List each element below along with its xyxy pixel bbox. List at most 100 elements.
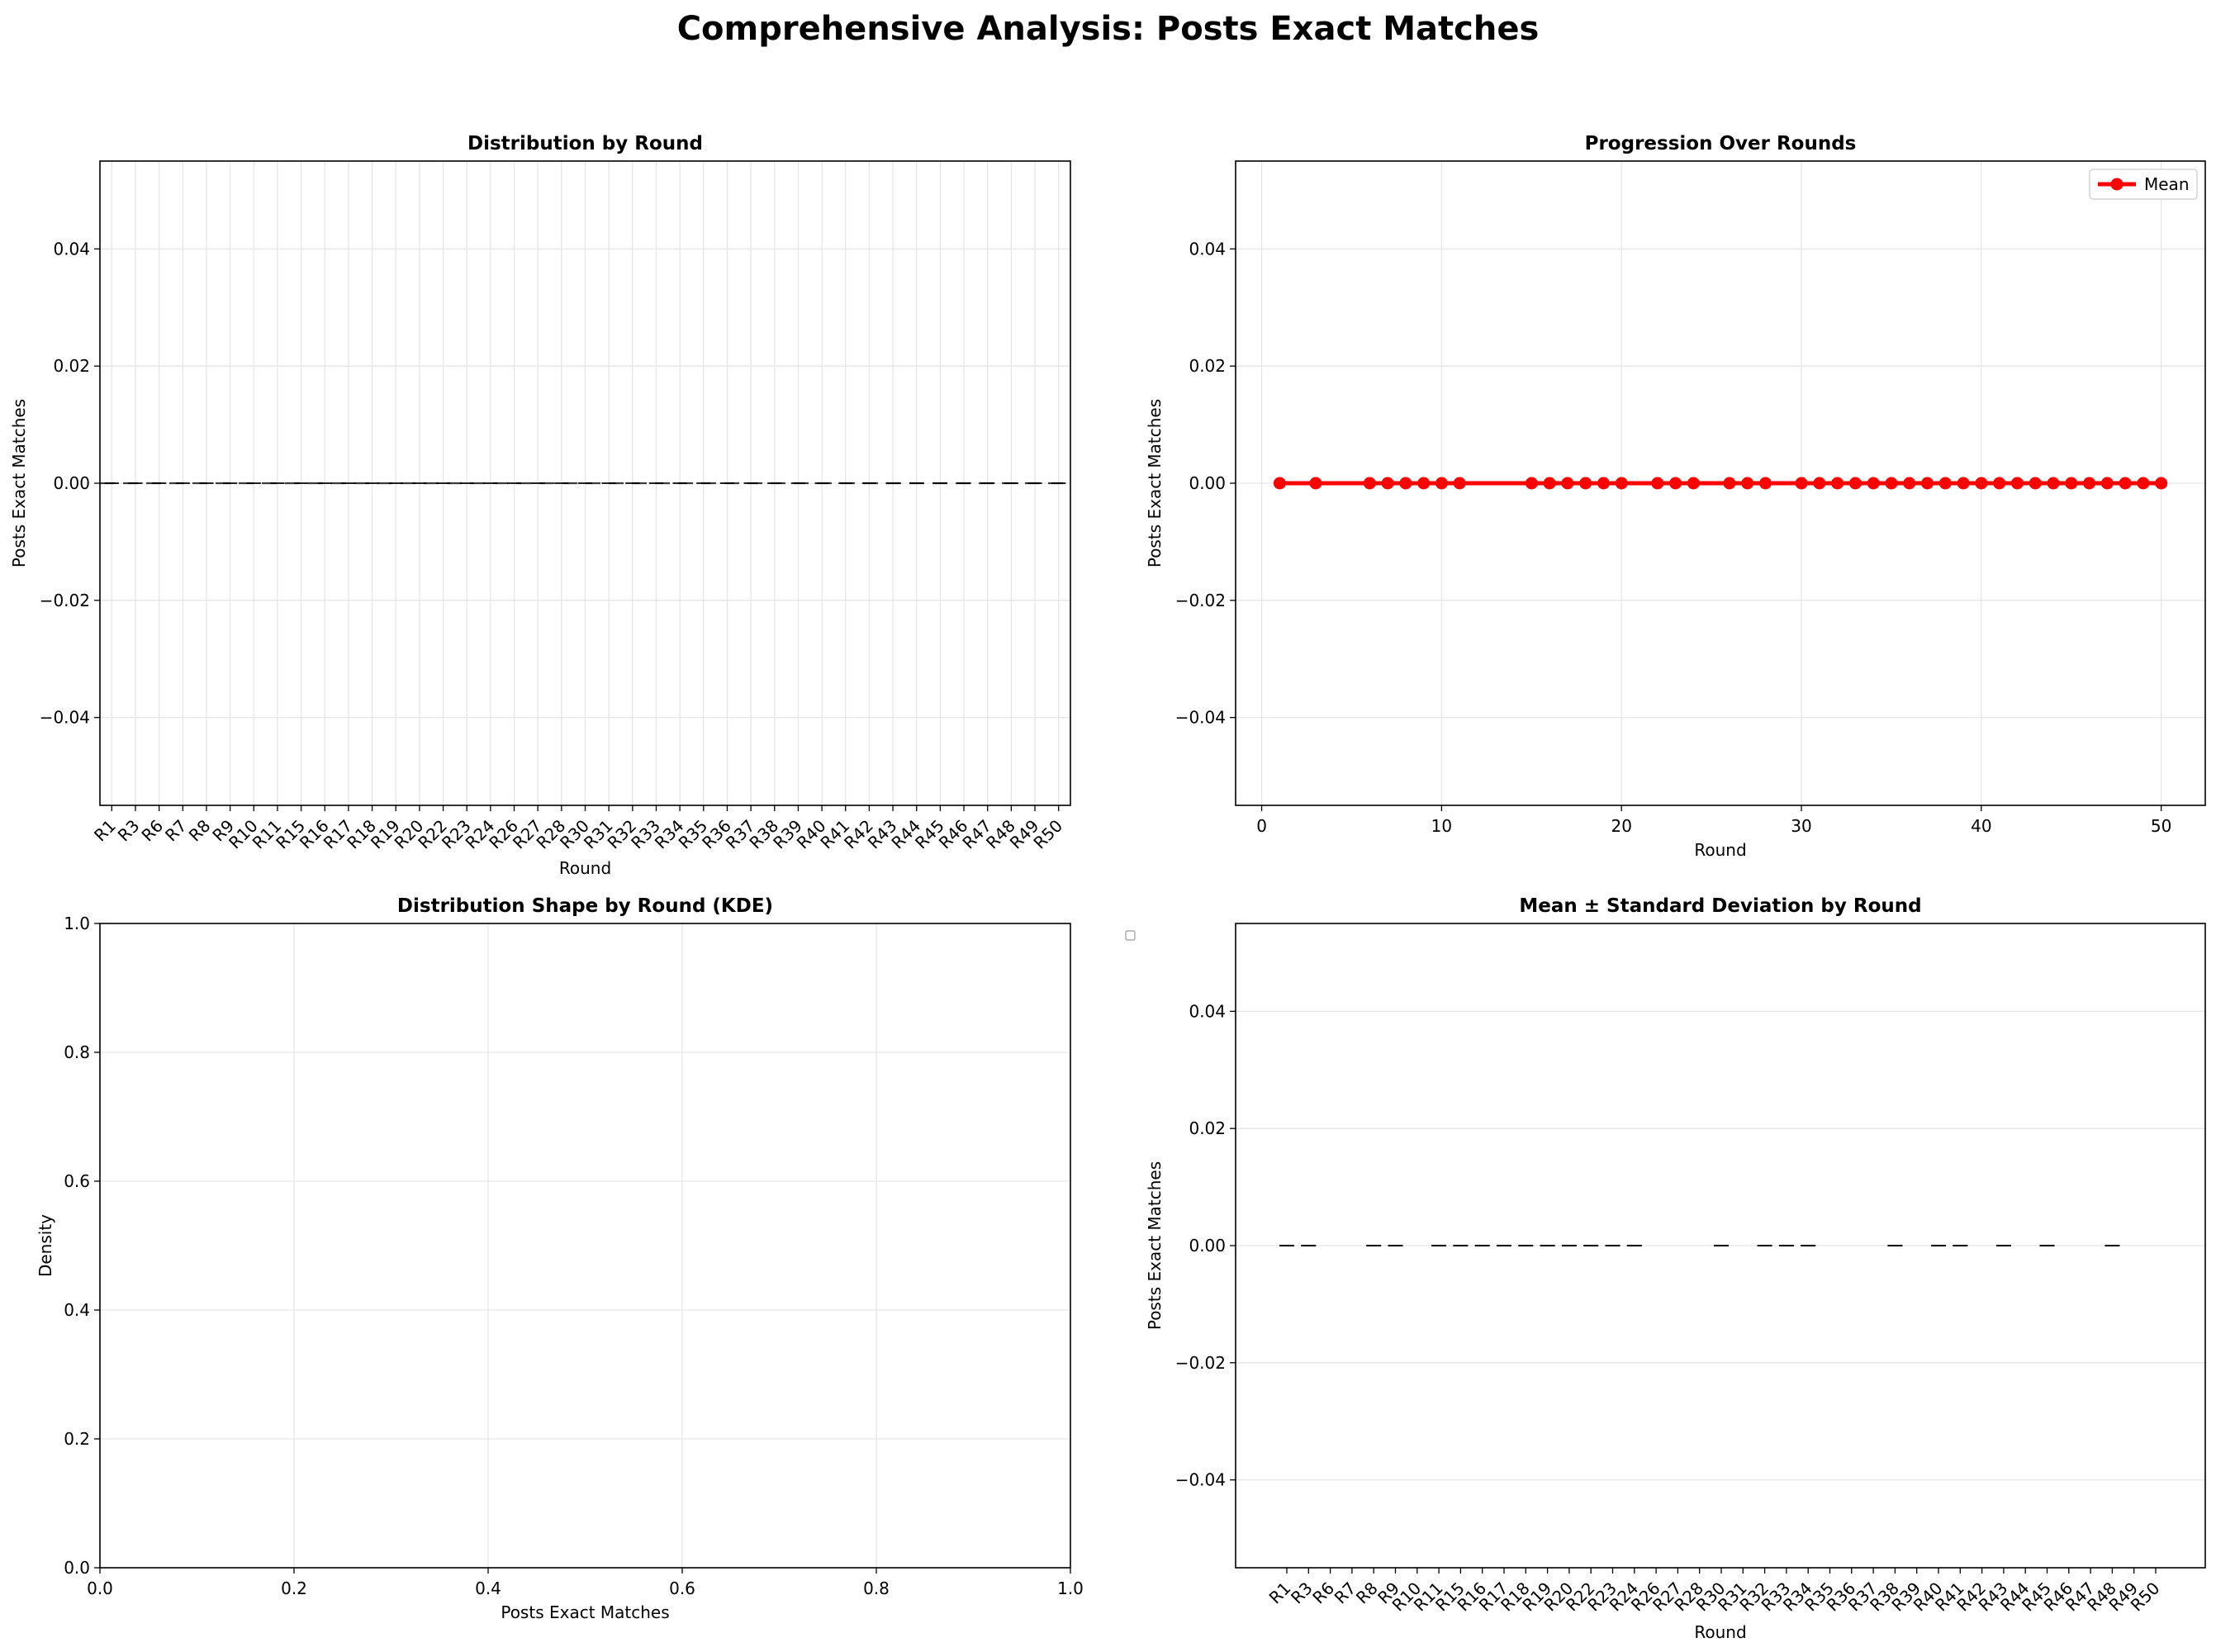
mean-point-round-46 xyxy=(2083,477,2096,490)
y-axis-label: Posts Exact Matches xyxy=(1145,399,1165,567)
x-tick-label: 30 xyxy=(1791,816,1811,836)
mean-point-round-15 xyxy=(1525,477,1538,490)
y-tick-label: −0.04 xyxy=(1175,708,1226,728)
mean-point-round-31 xyxy=(1813,477,1826,490)
mean-point-round-23 xyxy=(1669,477,1682,490)
panel-title: Distribution by Round xyxy=(467,133,703,154)
mean-point-round-3 xyxy=(1309,477,1322,490)
mean-point-round-35 xyxy=(1885,477,1898,490)
y-tick-label: −0.02 xyxy=(40,591,90,610)
mean-point-round-7 xyxy=(1381,477,1394,490)
mean-point-round-40 xyxy=(1975,477,1988,490)
mean-point-round-18 xyxy=(1579,477,1592,490)
distribution-shape-kde-panel: Distribution Shape by Round (KDE) Posts E… xyxy=(36,895,1136,1622)
mean-point-round-43 xyxy=(2029,477,2042,490)
x-axis-label: Round xyxy=(1694,840,1746,860)
y-tick-label: 0.0 xyxy=(64,1558,90,1578)
legend-label-mean: Mean xyxy=(2144,174,2190,194)
mean-point-round-19 xyxy=(1597,477,1610,490)
mean-point-round-6 xyxy=(1363,477,1376,490)
x-tick-label: 0 xyxy=(1256,816,1267,836)
mean-point-round-24 xyxy=(1687,477,1700,490)
x-tick-label: 50 xyxy=(2151,816,2171,836)
x-tick-label: 0.8 xyxy=(863,1578,890,1598)
y-tick-label: 0.04 xyxy=(53,239,90,259)
y-axis-label: Posts Exact Matches xyxy=(1145,1161,1165,1330)
mean-std-by-round-panel: Mean ± Standard Deviation by Round Round P… xyxy=(1145,895,2206,1642)
mean-point-round-42 xyxy=(2010,477,2024,490)
y-tick-label: 0.00 xyxy=(1189,1236,1226,1256)
panel-title: Progression Over Rounds xyxy=(1585,133,1857,154)
mean-point-round-39 xyxy=(1957,477,1970,490)
panel-title: Distribution Shape by Round (KDE) xyxy=(397,895,773,917)
mean-point-round-49 xyxy=(2137,477,2150,490)
figure-suptitle: Comprehensive Analysis: Posts Exact Matc… xyxy=(677,10,1540,48)
y-tick-label: 0.00 xyxy=(1189,473,1226,493)
mean-point-round-8 xyxy=(1399,477,1412,490)
y-tick-label: 0.04 xyxy=(1189,1001,1226,1021)
mean-point-round-1 xyxy=(1273,477,1286,490)
progression-over-rounds-panel: Progression Over Rounds Round Posts Exact … xyxy=(1145,133,2206,860)
y-tick-label: 0.02 xyxy=(1189,1118,1226,1138)
x-tick-label: 1.0 xyxy=(1057,1578,1084,1598)
y-tick-label: 0.8 xyxy=(64,1042,90,1062)
mean-point-round-27 xyxy=(1741,477,1754,490)
axes-frame xyxy=(1235,923,2206,1569)
y-tick-label: −0.02 xyxy=(1175,1353,1226,1373)
panel-title: Mean ± Standard Deviation by Round xyxy=(1519,895,1921,917)
y-tick-label: 0.2 xyxy=(64,1429,90,1449)
x-tick-label: 40 xyxy=(1971,816,1991,836)
x-tick-label: 0.6 xyxy=(669,1578,695,1598)
mean-point-round-50 xyxy=(2155,477,2168,490)
mean-point-round-9 xyxy=(1417,477,1431,490)
empty-legend-box xyxy=(1125,930,1136,941)
y-tick-label: −0.04 xyxy=(1175,1470,1226,1490)
x-axis-label: Round xyxy=(559,858,611,878)
mean-point-round-34 xyxy=(1867,477,1880,490)
x-tick-label: R50 xyxy=(1029,816,1066,853)
mean-point-round-22 xyxy=(1651,477,1664,490)
axes-frame xyxy=(99,160,1071,806)
y-axis-label: Density xyxy=(36,1214,55,1277)
mean-point-round-36 xyxy=(1903,477,1916,490)
legend: Mean xyxy=(2089,169,2198,200)
y-tick-label: 0.02 xyxy=(1189,356,1226,376)
mean-point-round-45 xyxy=(2065,477,2078,490)
x-tick-label: 20 xyxy=(1611,816,1631,836)
y-tick-label: 0.00 xyxy=(53,473,90,493)
y-tick-label: 0.04 xyxy=(1189,239,1226,259)
mean-point-round-47 xyxy=(2100,477,2114,490)
y-tick-label: 1.0 xyxy=(64,914,90,933)
axes-frame xyxy=(1235,160,2206,806)
mean-point-round-16 xyxy=(1543,477,1556,490)
y-tick-label: 0.02 xyxy=(53,356,90,376)
y-axis-label: Posts Exact Matches xyxy=(9,399,29,567)
mean-point-round-30 xyxy=(1795,477,1808,490)
mean-point-round-41 xyxy=(1993,477,2006,490)
y-tick-label: −0.02 xyxy=(1175,591,1226,610)
x-tick-label: 0.4 xyxy=(475,1578,501,1598)
y-tick-label: −0.04 xyxy=(40,708,90,728)
mean-point-round-28 xyxy=(1758,477,1772,490)
mean-point-round-48 xyxy=(2119,477,2132,490)
legend-box xyxy=(2089,169,2198,200)
mean-point-round-37 xyxy=(1920,477,1934,490)
mean-point-round-32 xyxy=(1831,477,1844,490)
mean-point-round-17 xyxy=(1561,477,1574,490)
x-axis-label: Posts Exact Matches xyxy=(501,1602,669,1622)
mean-point-round-10 xyxy=(1435,477,1448,490)
mean-point-round-11 xyxy=(1453,477,1466,490)
mean-point-round-33 xyxy=(1848,477,1862,490)
mean-point-round-20 xyxy=(1615,477,1628,490)
x-tick-label: 0.0 xyxy=(87,1578,113,1598)
x-tick-label: 0.2 xyxy=(281,1578,307,1598)
axes-frame xyxy=(99,923,1071,1569)
mean-point-round-44 xyxy=(2047,477,2060,490)
x-axis-label: Round xyxy=(1694,1622,1746,1642)
legend-marker-mean xyxy=(2110,178,2123,191)
y-tick-label: 0.4 xyxy=(64,1300,90,1320)
distribution-by-round-panel: Distribution by Round Round Posts Exact Ma… xyxy=(9,133,1071,878)
mean-point-round-26 xyxy=(1723,477,1736,490)
y-tick-label: 0.6 xyxy=(64,1171,90,1191)
